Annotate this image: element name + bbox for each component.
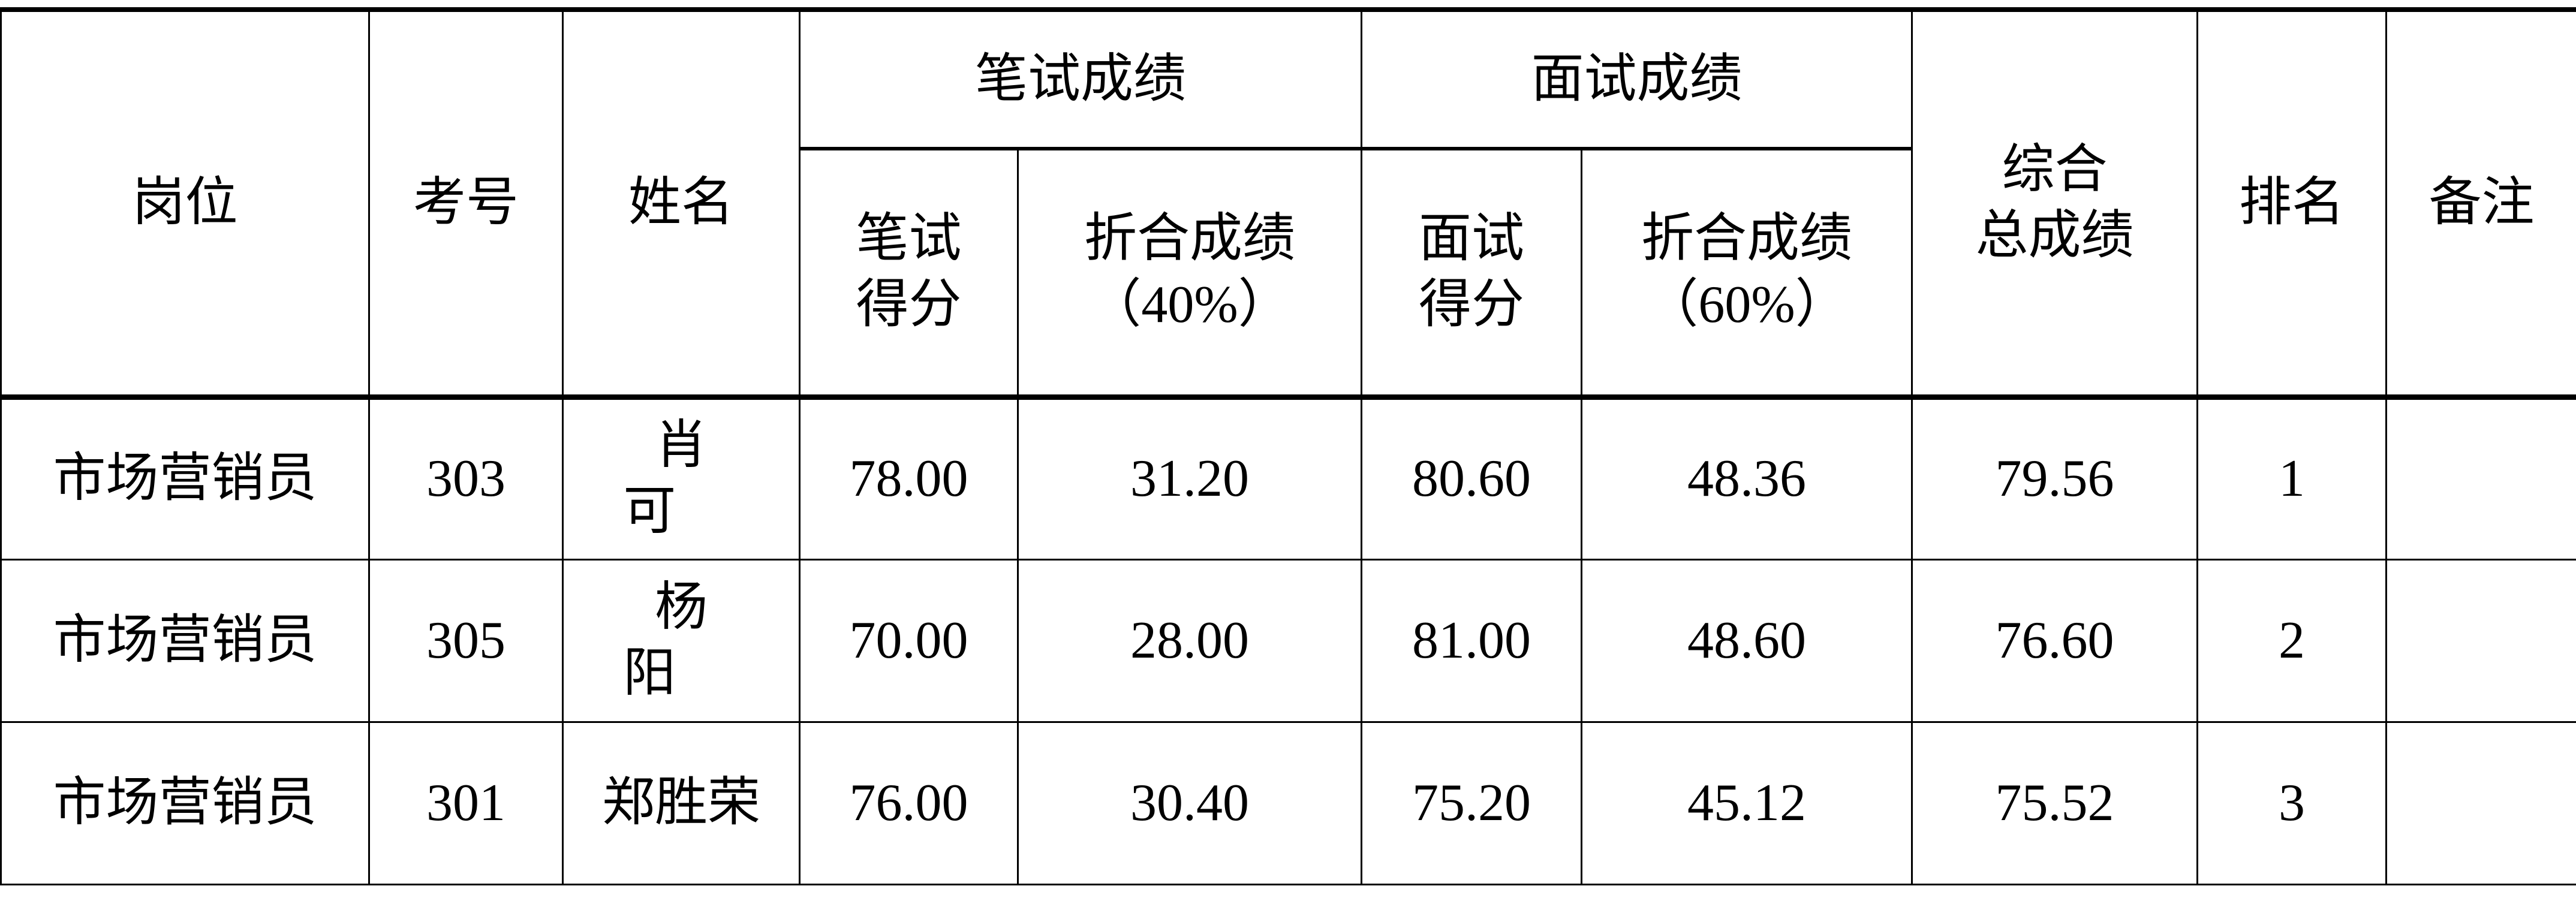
line: 得分 [1419, 276, 1525, 335]
cell-name: 郑胜荣 [562, 721, 801, 885]
table-row: 市场营销员 303 肖可 78.00 31.20 80.60 48.36 79.… [0, 394, 2576, 561]
score-table: 岗位 考号 姓名 笔试成绩 面试成绩 综合总成绩 排名 备注 笔试得分 折合成绩… [0, 7, 2576, 885]
cell-rank: 3 [2196, 721, 2388, 885]
header-name: 姓名 [562, 7, 801, 398]
header-rank: 排名 [2196, 7, 2388, 398]
header-interview-group: 面试成绩 [1361, 7, 1913, 150]
header-interview-score: 面试 得分 [1361, 147, 1583, 398]
cell-exam-no: 303 [368, 394, 564, 561]
cell-remark [2385, 558, 2576, 723]
cell-rank: 2 [2196, 558, 2388, 723]
header-total: 综合 总成绩 [1911, 7, 2199, 398]
cell-name: 肖可 [562, 394, 801, 561]
cell-interview-weighted: 48.60 [1581, 558, 1913, 723]
header-row-1: 岗位 考号 姓名 笔试成绩 面试成绩 综合总成绩 排名 备注 [0, 7, 2576, 398]
header-total-line2: 总成绩 [1975, 206, 2134, 265]
cell-position: 市场营销员 [0, 721, 370, 885]
cell-interview-weighted: 48.36 [1581, 394, 1913, 561]
table-row: 市场营销员 305 杨阳 70.00 28.00 81.00 48.60 76.… [0, 558, 2576, 723]
cell-interview-score: 80.60 [1361, 394, 1583, 561]
header-written-group: 笔试成绩 [798, 7, 1363, 150]
line: 折合成绩 [1084, 210, 1296, 269]
cell-rank: 1 [2196, 394, 2388, 561]
cell-total: 76.60 [1911, 558, 2199, 723]
cell-written-weighted: 28.00 [1016, 558, 1363, 723]
cell-exam-no: 305 [368, 558, 564, 723]
line: （60%） [1645, 276, 1848, 335]
cell-interview-score: 75.20 [1361, 721, 1583, 885]
header-written-score: 笔试 得分 [799, 147, 1019, 398]
cell-written-weighted: 31.20 [1016, 394, 1363, 561]
header-total-line1: 综合 [2002, 140, 2108, 199]
cell-total: 79.56 [1911, 394, 2199, 561]
cell-remark [2385, 394, 2576, 561]
line: 面试 [1419, 210, 1525, 269]
cell-interview-weighted: 45.12 [1581, 721, 1913, 885]
cell-remark [2385, 721, 2576, 885]
line: （40%） [1088, 276, 1291, 335]
cell-written-score: 78.00 [799, 394, 1019, 561]
header-remark: 备注 [2385, 7, 2576, 398]
cell-written-score: 70.00 [799, 558, 1019, 723]
line: 得分 [856, 276, 962, 335]
line: 笔试 [856, 210, 962, 269]
header-exam-no: 考号 [368, 7, 564, 398]
cell-interview-score: 81.00 [1361, 558, 1583, 723]
header-written-weighted: 折合成绩 （40%） [1016, 147, 1363, 398]
cell-position: 市场营销员 [0, 558, 370, 723]
header-interview-weighted: 折合成绩 （60%） [1581, 147, 1913, 398]
cell-total: 75.52 [1911, 721, 2199, 885]
line: 折合成绩 [1641, 210, 1853, 269]
header-position: 岗位 [0, 7, 370, 398]
cell-exam-no: 301 [368, 721, 564, 885]
cell-position: 市场营销员 [0, 394, 370, 561]
header-row-2: 笔试得分 折合成绩 （40%） 面试得分 折合成绩 （60%） [1, 147, 2576, 398]
cell-name: 杨阳 [562, 558, 801, 723]
table-row: 市场营销员 301 郑胜荣 76.00 30.40 75.20 45.12 75… [0, 721, 2576, 885]
cell-written-weighted: 30.40 [1016, 721, 1363, 885]
cell-written-score: 76.00 [799, 721, 1019, 885]
